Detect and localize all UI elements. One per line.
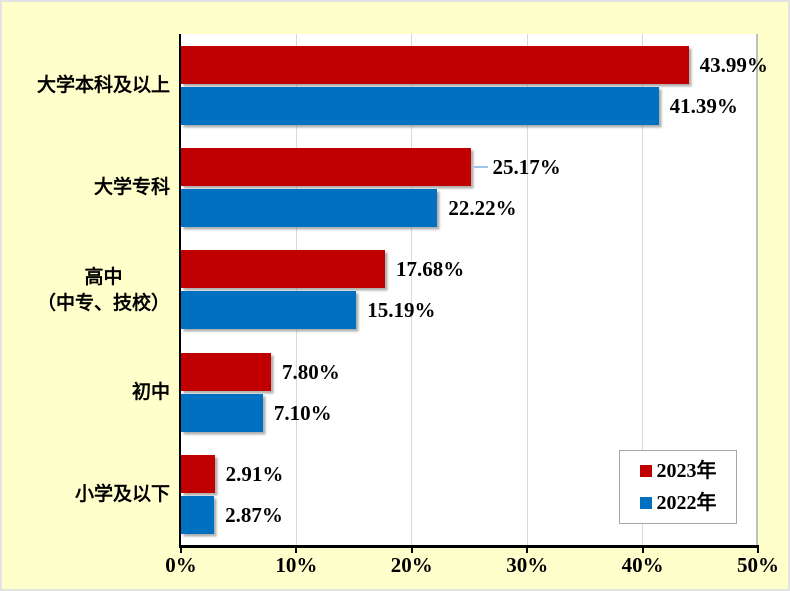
y-axis-line [178, 34, 181, 548]
tick-mark-10% [295, 545, 298, 553]
bar-2023年-4 [181, 454, 215, 493]
legend-label-2022: 2022年 [656, 491, 717, 514]
data-label-2023年-0: 43.99% [699, 53, 768, 77]
tick-label-0%: 0% [165, 553, 197, 577]
gridline-20% [411, 34, 413, 545]
tick-mark-30% [526, 545, 529, 553]
data-label-2023年-2: 17.68% [396, 257, 465, 282]
tick-label-30%: 30% [506, 553, 549, 577]
bar-2022年-0 [181, 87, 659, 125]
tick-label-20%: 20% [390, 553, 433, 577]
gridline-30% [526, 34, 528, 545]
bar-2023年-0 [181, 46, 689, 84]
data-label-2023年-3: 7.80% [282, 359, 340, 384]
tick-label-50%: 50% [737, 553, 779, 577]
bar-2022年-1 [181, 189, 438, 228]
tick-mark-20% [410, 545, 413, 553]
data-label-2023年-1: 25.17% [492, 155, 561, 180]
category-label-0: 大学本科及以上 [36, 74, 170, 97]
category-label-2: 高中 （中专、技校） [36, 265, 170, 314]
plot-area: 43.99% 25.17% 17.68% 7.80% 2.91% 41.39% 22.22%… [178, 34, 768, 548]
bar-2022年-4 [181, 495, 215, 534]
legend-item-2023: 2023年 [639, 460, 717, 483]
tick-mark-50% [757, 545, 759, 553]
tick-mark-0% [180, 545, 182, 553]
tick-label-40%: 40% [621, 553, 664, 577]
tick-mark-40% [641, 545, 644, 553]
data-label-2022年-0: 41.39% [669, 94, 738, 118]
category-label-4: 小学及以下 [74, 482, 170, 505]
category-label-3: 初中 [131, 380, 170, 403]
data-label-2022年-4: 2.87% [225, 502, 283, 527]
bar-2023年-2 [181, 250, 386, 289]
legend-swatch-2023-icon [639, 465, 652, 478]
gridline-40% [642, 34, 644, 545]
data-label-2023年-4: 2.91% [225, 461, 284, 486]
data-label-leader-line [474, 166, 489, 169]
data-label-2022年-3: 7.10% [273, 400, 332, 425]
bar-2022年-2 [181, 291, 357, 330]
data-label-2022年-1: 22.22% [448, 196, 517, 221]
legend: 2023年 2022年 [619, 450, 737, 524]
bar-2023年-3 [181, 352, 271, 391]
tick-label-10%: 10% [275, 553, 318, 577]
bar-2023年-1 [181, 148, 472, 187]
legend-swatch-2022-icon [639, 496, 652, 509]
category-label-1: 大学专科 [93, 176, 170, 199]
legend-label-2023: 2023年 [656, 460, 717, 483]
bar-2022年-3 [181, 393, 263, 432]
legend-item-2022: 2022年 [639, 491, 717, 514]
gridline-10% [295, 34, 297, 545]
x-axis-line [178, 545, 759, 548]
data-label-2022年-2: 15.19% [367, 298, 436, 323]
